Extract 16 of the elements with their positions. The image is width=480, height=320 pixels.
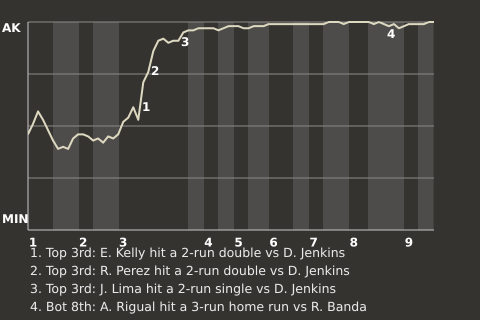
x-tick-label: 7	[310, 236, 318, 250]
text: AK	[2, 21, 21, 35]
text: 3. Top 3rd: J. Lima hit a 2-run single vs D. Jenkins	[30, 280, 338, 298]
x-tick-label: 6	[269, 236, 278, 250]
annotation: 4	[387, 27, 396, 41]
x-tick-label: 5	[234, 236, 243, 250]
annotation: 1	[142, 100, 150, 114]
x-tick-label: 9	[404, 236, 414, 250]
text: 2. Top 3rd: R. Perez hit a 2-run double vs D. Jenkins	[30, 262, 351, 280]
annotation: 2	[151, 64, 160, 78]
text: 4. Bot 8th: A. Rigual hit a 3-run home run vs R. Banda	[30, 298, 367, 316]
x-tick-label: 4	[204, 236, 213, 250]
annotation: MIN	[2, 212, 28, 226]
x-tick-label: 2	[78, 236, 88, 250]
x-tick-label: 8	[350, 236, 358, 250]
annotation: 3	[181, 35, 190, 49]
